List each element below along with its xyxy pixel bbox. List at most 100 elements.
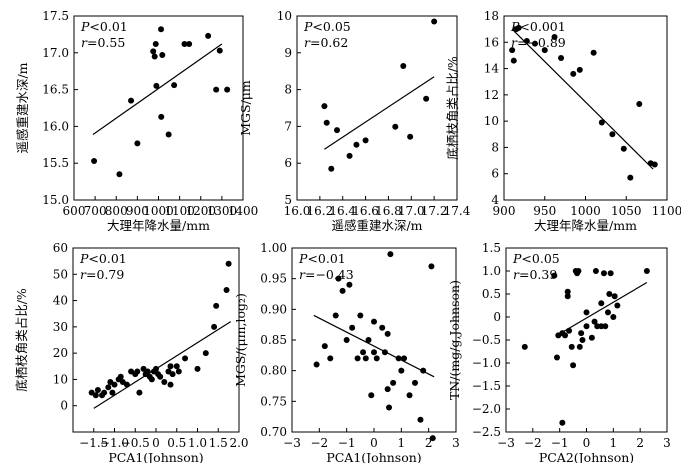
- stat-symbol: P: [512, 251, 522, 266]
- data-point: [643, 268, 650, 274]
- x-tick-label: 17.4: [444, 204, 471, 218]
- x-tick-label: 1200: [185, 204, 216, 218]
- x-tick-label: 900: [493, 204, 516, 218]
- y-tick-label: −0.5: [472, 333, 501, 347]
- x-tick-label: 0: [152, 436, 160, 450]
- trend-line: [324, 76, 435, 150]
- stat-annotation: r=0.79: [80, 267, 124, 282]
- data-point: [365, 337, 372, 343]
- data-point: [134, 140, 141, 147]
- trend-line: [556, 281, 648, 336]
- y-tick-label: 12: [484, 88, 499, 102]
- data-point: [136, 389, 143, 396]
- x-tick-label: 1: [398, 436, 406, 450]
- data-point: [151, 53, 158, 60]
- panel-depth-vs-mgs: 16.016.216.416.616.817.017.217.4 5 6 7 8 9 10 遥…: [238, 9, 471, 233]
- x-tick-label: −1: [551, 436, 569, 450]
- y-tick-label: 60: [53, 241, 68, 255]
- stat-symbol: P: [303, 19, 313, 34]
- y-axis-title: MGS/μm: [238, 80, 253, 136]
- data-point: [323, 119, 330, 126]
- data-point: [357, 312, 364, 319]
- stat-symbol: P: [79, 251, 89, 266]
- stat-value: =0.39: [519, 267, 557, 282]
- data-point: [109, 389, 116, 396]
- data-point: [150, 48, 157, 55]
- data-point: [551, 272, 558, 279]
- data-point: [523, 37, 530, 44]
- data-point: [157, 373, 164, 380]
- y-tick-label: 10: [53, 372, 68, 386]
- data-point: [313, 361, 320, 368]
- y-tick-label: 17.5: [42, 9, 69, 23]
- y-tick-label: 0.85: [260, 333, 287, 347]
- y-tick-label: 7: [284, 119, 292, 133]
- data-point: [182, 355, 189, 362]
- y-tick-label: 18: [484, 9, 499, 23]
- y-axis-title: MGS/(μm,log₂): [233, 293, 248, 387]
- y-tick-label: 0.70: [260, 425, 287, 439]
- stat-annotation: P<0.01: [79, 251, 127, 266]
- x-tick-label: 0: [583, 436, 591, 450]
- data-point: [392, 123, 399, 130]
- data-point: [384, 330, 391, 337]
- data-point: [592, 268, 599, 274]
- trend-line: [511, 28, 654, 170]
- data-point: [153, 82, 160, 89]
- trend-line: [313, 314, 435, 378]
- data-point: [211, 323, 218, 330]
- data-point: [381, 349, 388, 356]
- data-point: [368, 392, 375, 399]
- y-tick-label: 5: [284, 193, 292, 207]
- stat-annotation: P<0.05: [303, 19, 351, 34]
- y-tick-label: 20: [53, 346, 68, 360]
- data-point: [167, 363, 174, 370]
- data-point: [101, 389, 108, 396]
- data-point: [386, 404, 393, 411]
- x-tick-label: 1400: [228, 204, 259, 218]
- y-tick-label: 15.0: [42, 193, 69, 207]
- y-axis-title: 底栖枝角类占比/%: [445, 56, 460, 160]
- x-axis-title: PCA1(Johnson): [326, 450, 421, 463]
- data-point: [390, 379, 397, 386]
- x-tick-label: 0: [370, 436, 378, 450]
- data-point: [602, 323, 609, 330]
- stat-value: <0.01: [88, 251, 126, 266]
- y-tick-label: 1.0: [482, 264, 501, 278]
- data-point: [429, 435, 436, 442]
- data-point: [395, 355, 402, 362]
- data-point: [105, 384, 112, 391]
- x-tick-label: 1050: [611, 204, 642, 218]
- data-point: [611, 293, 618, 300]
- data-point: [398, 367, 405, 374]
- data-point: [583, 309, 590, 316]
- x-tick-label: 0.5: [167, 436, 186, 450]
- x-tick-label: −1: [338, 436, 356, 450]
- data-point: [400, 63, 407, 70]
- trend-line: [92, 43, 223, 135]
- data-point: [371, 318, 377, 325]
- x-axis-title: PCA2(Johnson): [539, 450, 634, 463]
- x-tick-label: 1300: [207, 204, 238, 218]
- data-point: [173, 363, 180, 370]
- stat-value: =0.79: [86, 267, 124, 282]
- data-point: [346, 152, 353, 159]
- data-point: [117, 373, 124, 380]
- data-point: [384, 386, 391, 393]
- data-point: [225, 260, 232, 267]
- y-tick-label: −1.5: [472, 379, 501, 393]
- y-tick-label: 6: [284, 156, 292, 170]
- stat-annotation: r=0.39: [513, 267, 557, 282]
- data-point: [420, 367, 427, 374]
- x-tick-label: 3: [663, 436, 671, 450]
- y-tick-label: −2.0: [472, 402, 501, 416]
- y-axis-title: 底栖枝角类占比/%: [14, 288, 29, 392]
- x-tick-label: 2: [425, 436, 433, 450]
- x-tick-label: −3: [283, 436, 301, 450]
- data-point: [205, 32, 212, 39]
- data-point: [609, 131, 616, 138]
- x-tick-label: −1.0: [100, 436, 129, 450]
- data-point: [165, 131, 172, 138]
